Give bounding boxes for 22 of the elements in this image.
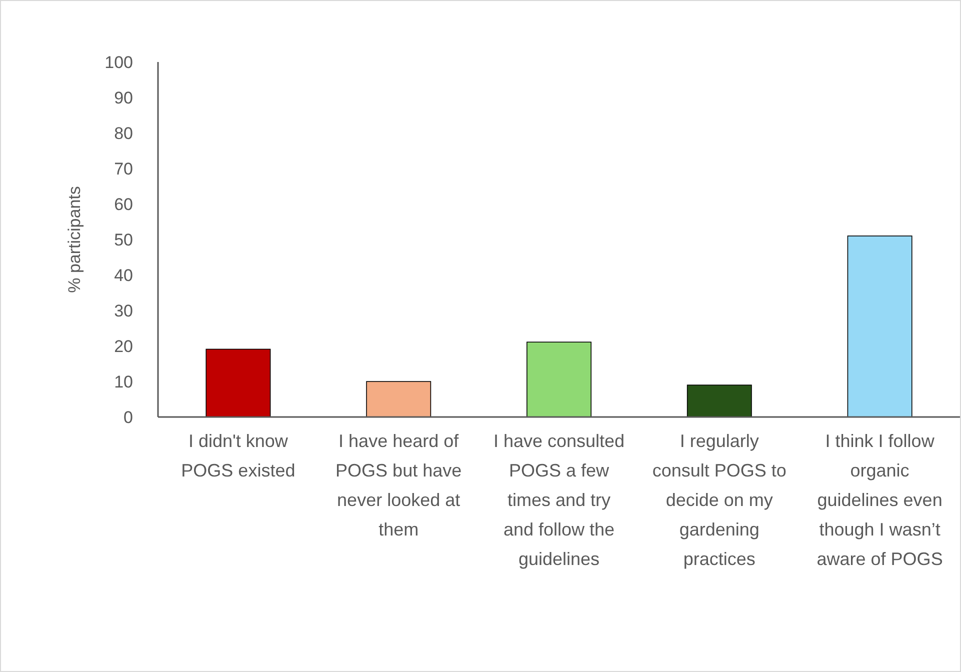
y-tick-label: 70 — [114, 159, 133, 178]
bar — [526, 342, 592, 418]
y-tick-label: 30 — [114, 301, 133, 320]
x-tick-label: I have consulted POGS a few times and try and follow the guidelines — [493, 431, 625, 569]
y-tick-label: 10 — [114, 372, 133, 392]
x-tick-label: I think I follow organic guidelines even though I wasn’t aware of POGS — [816, 431, 943, 569]
y-tick-label: 60 — [114, 194, 133, 214]
bar — [847, 236, 912, 418]
bar — [206, 348, 271, 418]
y-tick-label: 0 — [124, 408, 133, 427]
y-tick-label: 80 — [114, 124, 133, 143]
x-tick-label: I have heard of POGS but have never looked at them — [336, 431, 462, 540]
y-axis-title: % participants — [65, 186, 84, 293]
x-tick-label: I didn't know POGS existed — [181, 431, 296, 480]
y-tick-label: 90 — [114, 88, 133, 108]
y-tick-label: 40 — [114, 266, 133, 285]
bar — [366, 381, 432, 418]
bar — [686, 384, 752, 418]
x-tick-label: I regularly consult POGS to decide on my gardening practices — [652, 431, 786, 569]
y-tick-label: 100 — [104, 52, 133, 72]
y-tick-label: 50 — [114, 230, 133, 250]
y-tick-label: 20 — [114, 336, 133, 356]
